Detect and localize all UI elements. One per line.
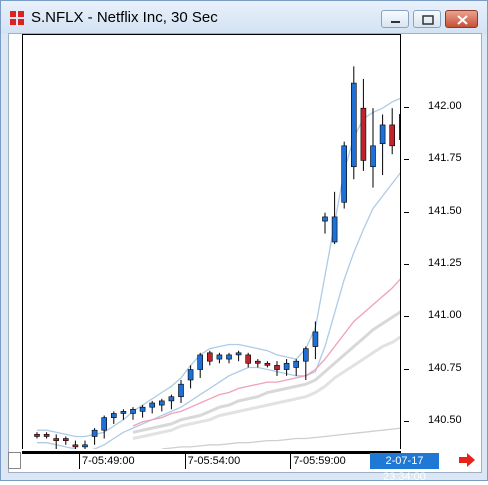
band-line-ma-grey-2 [132, 335, 400, 440]
candle-body [264, 362, 271, 366]
candle-body [302, 348, 309, 362]
price-tick-label: 141.75 [428, 152, 462, 165]
price-tick-label: 140.50 [428, 413, 462, 426]
time-tick [79, 453, 80, 469]
candle-body [62, 438, 69, 441]
time-tick-label: 7-05:54:00 [187, 455, 241, 467]
candle-body [187, 369, 194, 381]
candle-body [91, 429, 98, 437]
price-tick-label: 141.50 [428, 204, 462, 217]
candle-body [111, 413, 117, 418]
candle-body [159, 400, 165, 406]
band-line-lower [37, 172, 400, 449]
candlestick-chart [34, 66, 400, 449]
price-axis[interactable]: 142.00 141.75 141.50 141.25 141.00 140.75 140.… [401, 34, 481, 449]
candle-body [245, 354, 251, 364]
candle-body [389, 124, 396, 147]
candle-body [130, 408, 136, 414]
candle-body [255, 360, 261, 364]
price-tick [404, 368, 409, 370]
band-line-ma-long [161, 427, 400, 449]
candle-body [34, 434, 40, 437]
candle-body [341, 145, 348, 203]
candle-body [197, 354, 203, 370]
price-plot[interactable] [22, 34, 401, 449]
candle-body [139, 406, 146, 412]
candle-body [312, 331, 319, 347]
candle-body [178, 383, 184, 398]
price-tick-label: 142.00 [428, 100, 462, 113]
candle-body [43, 434, 50, 437]
price-tick [404, 211, 409, 213]
candle-body [53, 438, 60, 441]
time-axis[interactable]: 2-07-17 23:34:00 7-05:49:00 7-05:54:00 7-0… [22, 449, 482, 483]
candle-body [350, 82, 357, 168]
scroll-box[interactable] [8, 452, 21, 469]
candle-body [322, 216, 328, 222]
minimize-icon [391, 21, 400, 23]
time-axis-line [22, 451, 401, 454]
price-tick-label: 140.75 [428, 361, 462, 374]
candle-body [226, 354, 232, 360]
candle-body [120, 411, 127, 414]
price-tick [404, 264, 409, 265]
title-bar[interactable]: S.NFLX - Netflix Inc, 30 Sec [1, 1, 487, 34]
candle-body [379, 124, 386, 145]
price-tick-label: 141.00 [428, 309, 462, 322]
minimize-button[interactable] [381, 10, 409, 28]
candle-body [216, 354, 223, 360]
band-line-ma-grey-1 [132, 310, 400, 434]
band-line-ma-pink [132, 278, 400, 427]
time-tick-label: 7-05:49:00 [82, 455, 135, 467]
app-icon [10, 11, 24, 25]
cursor-time-label: 2-07-17 23:34:00 [370, 453, 439, 483]
candle-body [370, 145, 376, 168]
maximize-button[interactable] [413, 10, 441, 28]
candle-body [72, 444, 79, 448]
maximize-icon [422, 15, 434, 25]
close-button[interactable] [445, 10, 478, 28]
candle-body [331, 216, 338, 243]
candle-body [360, 107, 367, 161]
time-tick [184, 453, 186, 469]
price-tick [404, 107, 409, 109]
candle-body [293, 360, 300, 368]
candle-body [82, 444, 88, 448]
price-tick [404, 159, 409, 161]
candle-body [274, 365, 280, 370]
band-line-upper [37, 97, 400, 438]
time-tick-label: 7-05:59:00 [293, 455, 346, 467]
candle-body [283, 362, 290, 370]
price-tick [404, 420, 409, 422]
price-tick [404, 316, 409, 318]
window-title: S.NFLX - Netflix Inc, 30 Sec [31, 9, 218, 26]
candle-body [207, 352, 213, 362]
price-tick-label: 141.25 [428, 257, 462, 269]
close-icon [457, 15, 468, 25]
time-tick [290, 453, 292, 469]
scroll-right-arrow-icon[interactable] [458, 452, 476, 468]
candle-body [398, 114, 400, 140]
candle-body [149, 402, 155, 408]
candle-body [101, 417, 107, 431]
candle-body [168, 396, 175, 402]
candle-body [235, 352, 242, 356]
